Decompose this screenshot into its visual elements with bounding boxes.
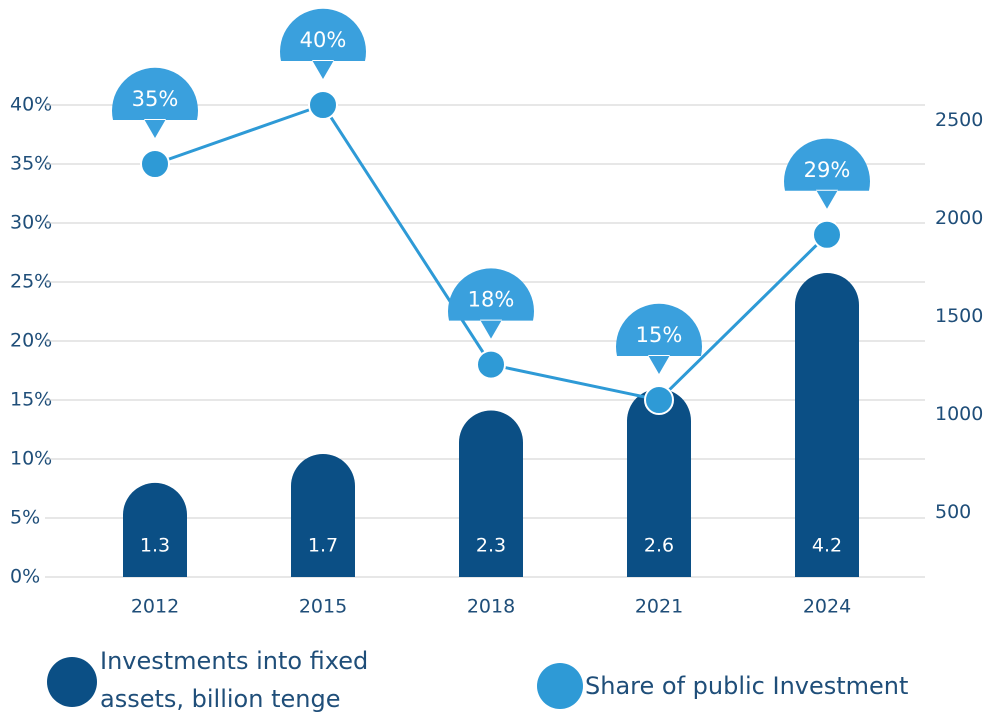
y-tick-label: 10% xyxy=(10,448,52,470)
x-tick-label: 2021 xyxy=(635,596,683,618)
bar-value-label: 1.7 xyxy=(308,535,338,557)
bar-value-label: 4.2 xyxy=(812,535,842,557)
point xyxy=(476,349,506,380)
legend-swatch xyxy=(47,657,97,707)
data-label: 35% xyxy=(132,87,179,111)
y-tick-label: 5% xyxy=(10,507,40,529)
y-tick-label: 0% xyxy=(10,566,40,588)
callout xyxy=(279,8,366,79)
x-tick-label: 2015 xyxy=(299,596,347,618)
bar xyxy=(627,388,691,577)
data-label: 29% xyxy=(804,158,851,182)
bar-value-label: 1.3 xyxy=(140,535,170,557)
callout xyxy=(784,138,870,209)
callout xyxy=(616,303,702,374)
bar-value-label: 2.3 xyxy=(476,535,506,557)
bar xyxy=(291,453,355,577)
bar-value-label: 2.6 xyxy=(644,535,674,557)
point xyxy=(308,90,338,120)
bar xyxy=(459,410,523,577)
legend-label: Investments into fixed assets, billion t… xyxy=(100,647,369,713)
y2-tick-label: 2000 xyxy=(935,207,983,229)
data-label: 18% xyxy=(468,288,515,312)
y-tick-label: 25% xyxy=(10,271,52,293)
data-label: 40% xyxy=(300,28,347,52)
x-tick-label: 2012 xyxy=(131,596,179,618)
point xyxy=(140,149,170,179)
callout xyxy=(111,67,199,138)
y-tick-label: 15% xyxy=(10,389,52,411)
legend-label: Share of public Investment xyxy=(585,672,909,700)
data-label: 15% xyxy=(636,323,683,347)
y-tick-label: 40% xyxy=(10,94,52,116)
y-tick-label: 20% xyxy=(10,330,52,352)
point xyxy=(812,219,842,250)
y2-tick-label: 1000 xyxy=(935,403,983,425)
x-tick-label: 2024 xyxy=(803,596,851,618)
point xyxy=(644,385,674,415)
x-tick-label: 2018 xyxy=(467,596,515,618)
y-tick-label: 35% xyxy=(10,153,52,175)
y-tick-label: 30% xyxy=(10,212,52,234)
bar xyxy=(795,273,859,577)
legend-swatch xyxy=(537,663,583,709)
bar xyxy=(123,482,187,577)
callout xyxy=(448,268,534,339)
y2-tick-label: 2500 xyxy=(935,109,983,131)
y2-tick-label: 1500 xyxy=(935,305,983,327)
y2-tick-label: 500 xyxy=(935,501,971,523)
